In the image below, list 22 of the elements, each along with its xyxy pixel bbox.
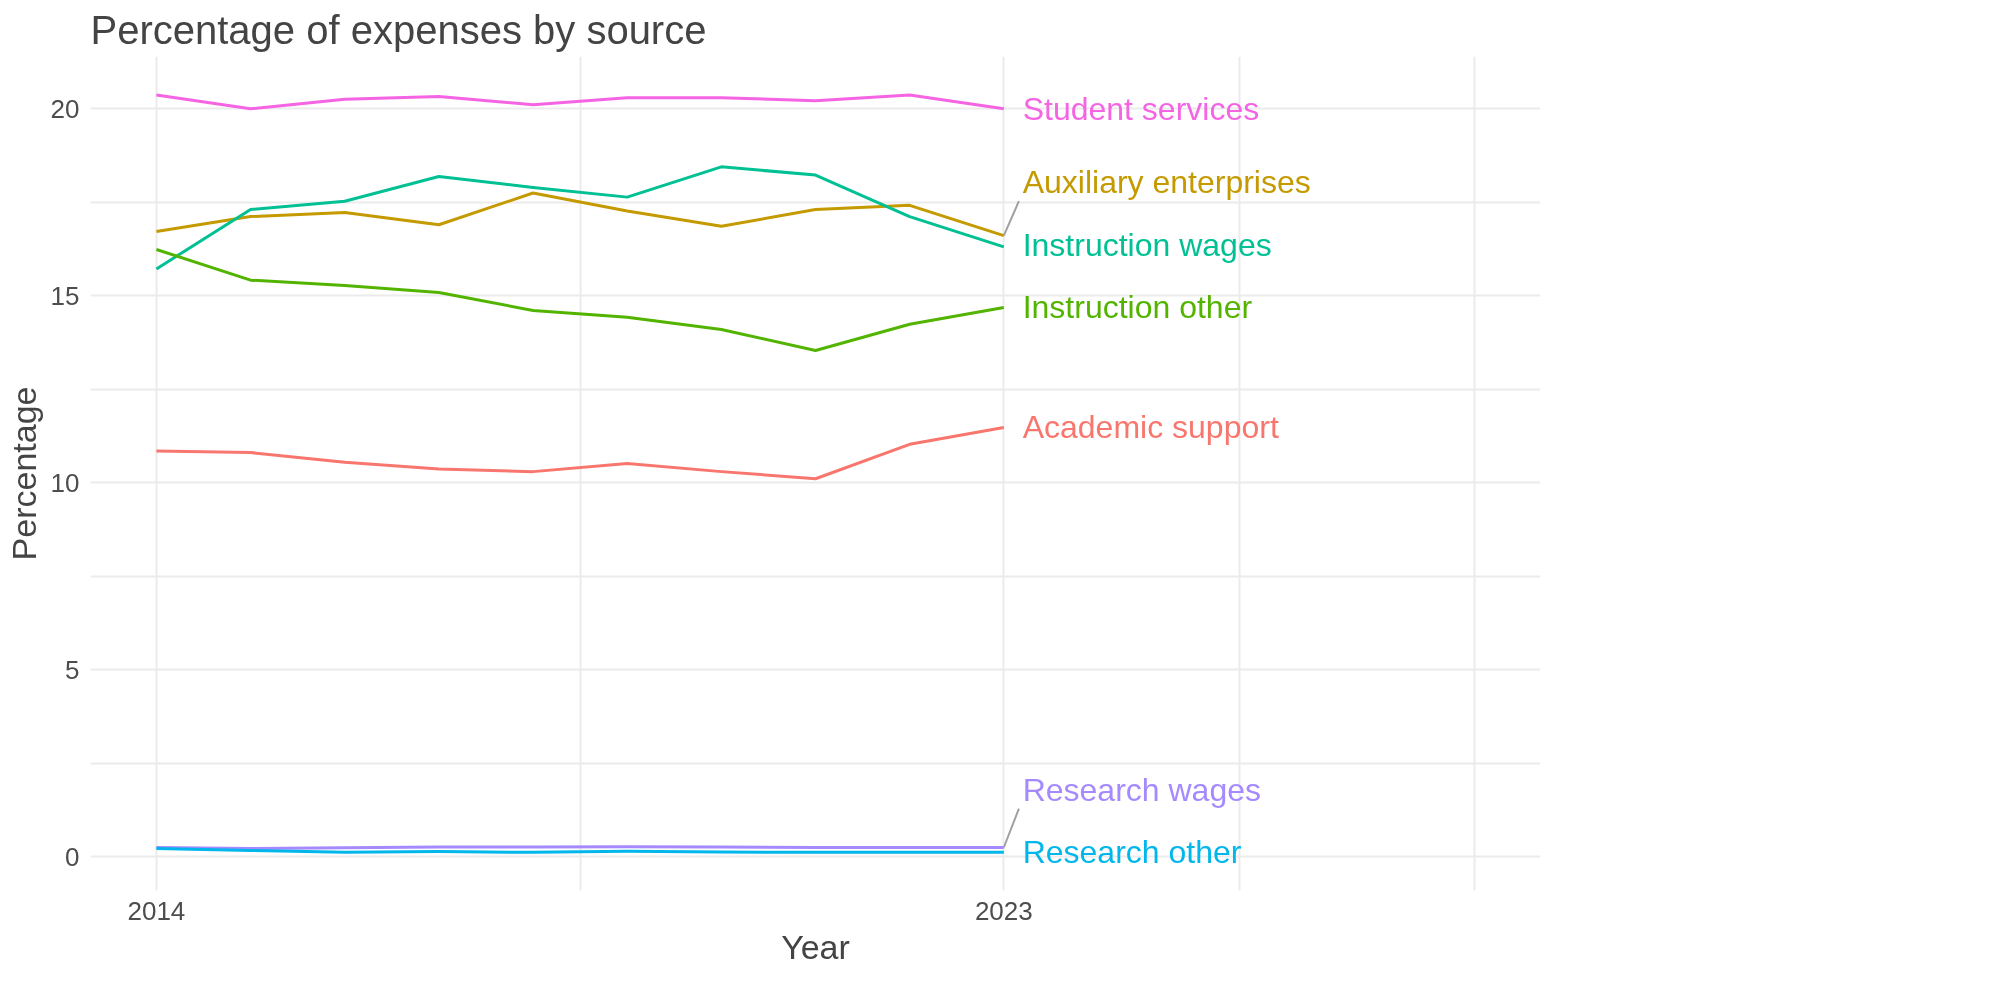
y-tick-label: 20: [50, 93, 80, 124]
x-tick-label: 2014: [127, 895, 186, 926]
line-series: [154, 93, 1006, 111]
x-axis-title: Year: [781, 927, 850, 966]
series-label: Student services: [1022, 90, 1260, 127]
line-series: [154, 247, 1006, 352]
y-axis-title: Percentage: [4, 386, 43, 561]
x-tick-label: 2023: [974, 895, 1033, 926]
series-label: Research wages: [1022, 771, 1262, 808]
series-label: Academic support: [1022, 409, 1279, 446]
series-label: Auxiliary enterprises: [1022, 164, 1311, 201]
line-series: [154, 426, 1006, 481]
y-tick-label: 0: [65, 841, 80, 872]
chart-title: Percentage of expenses by source: [90, 7, 707, 52]
y-tick-label: 15: [50, 280, 80, 311]
series-label: Research other: [1022, 834, 1242, 871]
line-series: [154, 191, 1006, 238]
series-label: Instruction other: [1022, 289, 1253, 326]
y-tick-label: 10: [50, 467, 80, 498]
series-label: Instruction wages: [1022, 226, 1272, 263]
y-tick-label: 5: [65, 654, 80, 685]
line-series: [154, 165, 1006, 271]
